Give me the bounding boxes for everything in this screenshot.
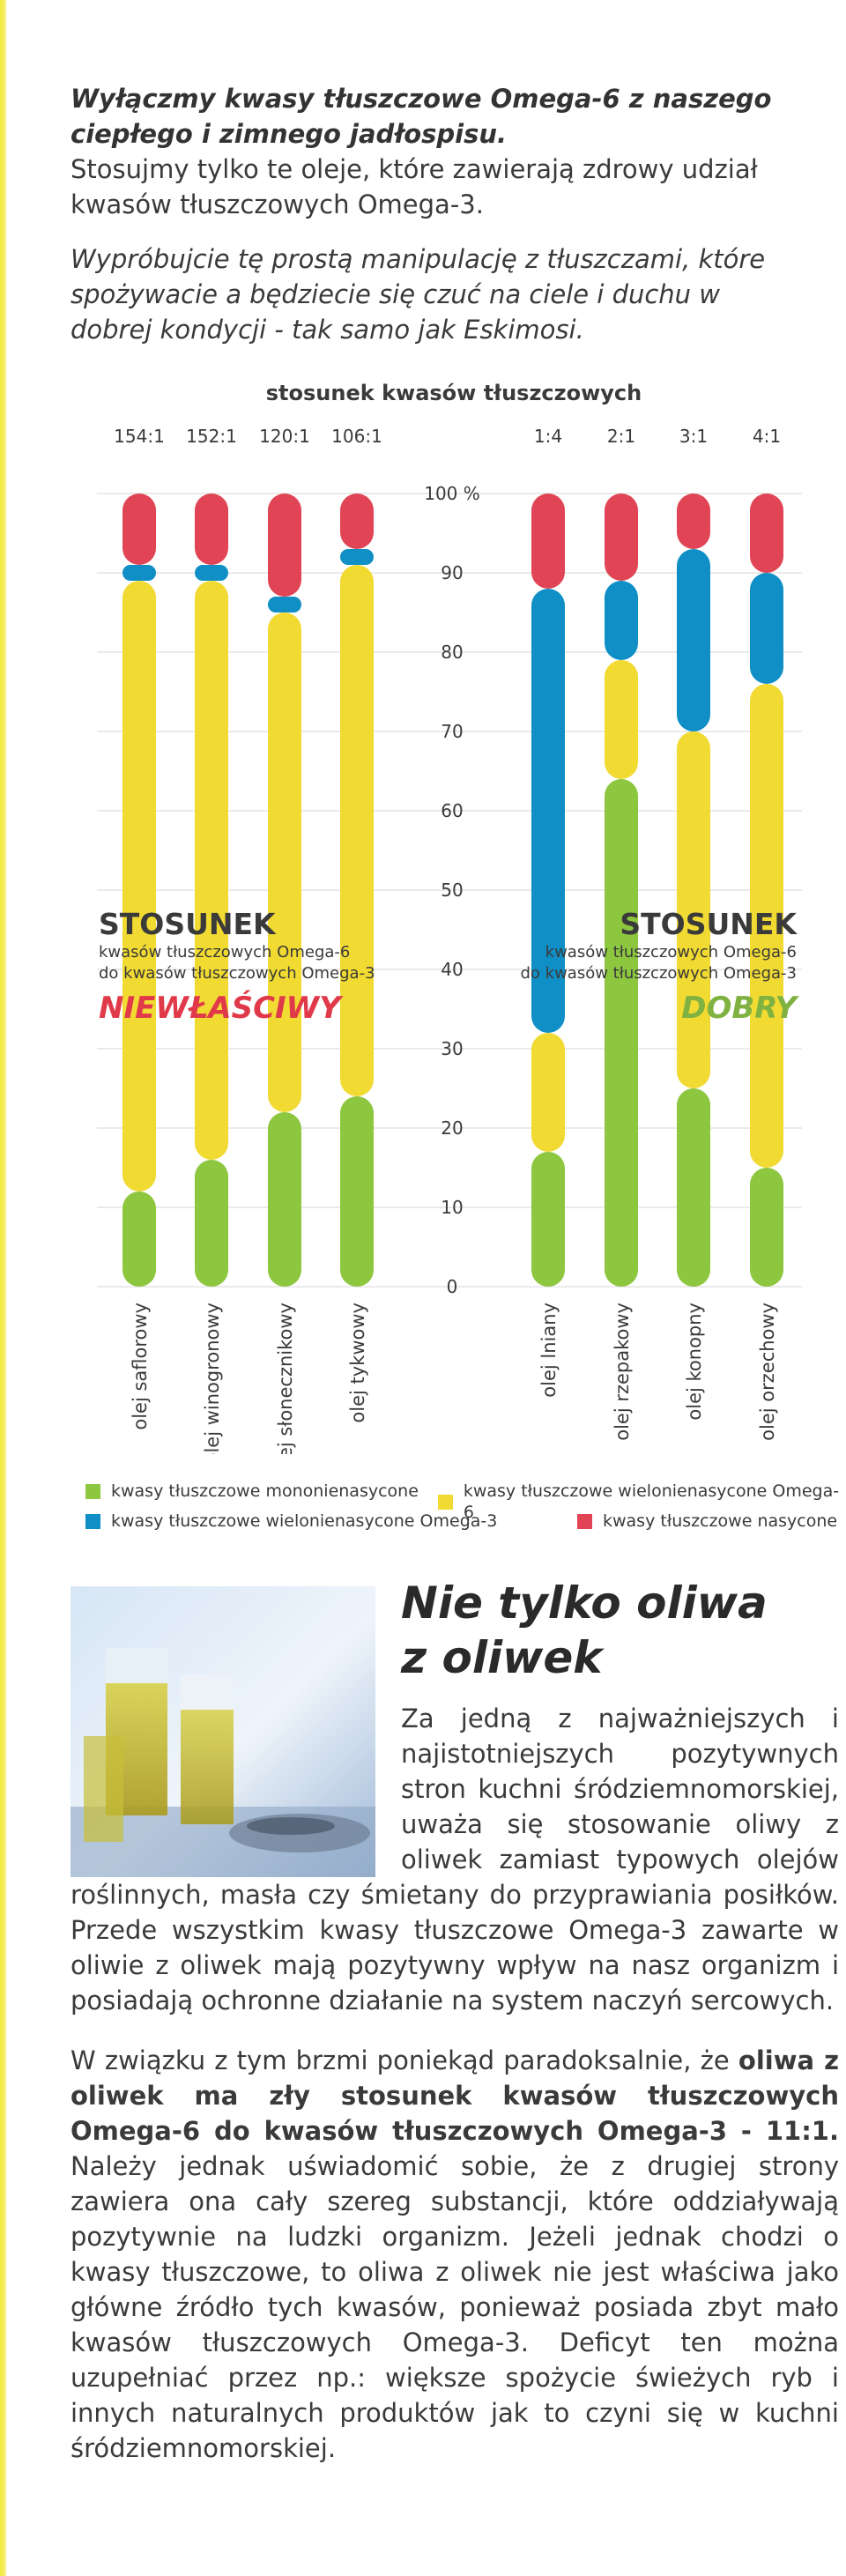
left-accent-bar <box>0 0 7 2576</box>
bar-segment <box>122 581 156 1191</box>
left-group-title: STOSUNEK <box>99 907 277 941</box>
legend-label: kwasy tłuszczowe wielonienasycone Omega-… <box>111 1511 498 1531</box>
p2-end: Należy jednak uświadomić sobie, że z dru… <box>70 2151 839 2463</box>
bar-segment <box>605 779 638 1287</box>
bar-segment <box>750 684 783 1168</box>
y-tick-label: 20 <box>441 1117 463 1139</box>
ratio-label: 2:1 <box>607 426 635 447</box>
bar-segment <box>677 731 710 1088</box>
category-label: olej słonecznikowy <box>275 1303 296 1454</box>
ratio-label: 4:1 <box>753 426 781 447</box>
bar-segment <box>122 1191 156 1287</box>
y-tick-label: 10 <box>441 1197 463 1218</box>
left-group-verdict: NIEWŁAŚCIWY <box>99 990 344 1026</box>
y-tick-label: 100 % <box>424 483 480 504</box>
bar-segment <box>122 494 156 565</box>
category-label: olej tykwowy <box>347 1303 368 1423</box>
bar-segment <box>531 1033 565 1152</box>
bar-segment <box>268 597 301 612</box>
legend-label: kwasy tłuszczowe wielonienasycone Omega-… <box>463 1481 840 1522</box>
legend-label: kwasy tłuszczowe mononienasycone <box>111 1481 419 1501</box>
intro-line-2: Stosujmy tylko te oleje, które zawierają… <box>70 154 758 219</box>
bar-segment <box>340 549 374 565</box>
right-group-verdict: DOBRY <box>681 991 799 1026</box>
bar-segment <box>531 1152 565 1287</box>
bar-segment <box>195 1160 228 1287</box>
legend-item-mononienasycone: kwasy tłuszczowe mononienasycone <box>85 1481 419 1502</box>
oil-bottles-photo <box>70 1586 375 1877</box>
bar-segment <box>605 494 638 581</box>
bar-segment <box>340 565 374 1096</box>
y-tick-label: 50 <box>441 880 463 901</box>
bar-segment <box>750 573 783 684</box>
category-label: olej lniany <box>538 1303 560 1398</box>
fatty-acid-ratio-chart: stosunek kwasów tłuszczowych 0 10 20 30 40 50… <box>97 381 802 1454</box>
bar-segment <box>750 494 783 573</box>
legend-item-nasycone: kwasy tłuszczowe nasycone <box>577 1511 837 1532</box>
bar-segment <box>268 612 301 1112</box>
right-group-line-1: kwasów tłuszczowych Omega-6 <box>545 943 797 961</box>
right-group-line-2: do kwasów tłuszczowych Omega-3 <box>520 964 797 983</box>
legend-swatch-blue <box>85 1513 100 1529</box>
right-group-title: STOSUNEK <box>620 907 798 941</box>
bar-segment <box>677 549 710 731</box>
category-label: olej saflorowy <box>130 1303 151 1430</box>
bar-segment <box>340 1096 374 1287</box>
ratio-label: 120:1 <box>259 426 310 447</box>
ratio-label: 1:4 <box>534 426 562 447</box>
y-tick-label: 80 <box>441 642 463 663</box>
legend-label: kwasy tłuszczowe nasycone <box>603 1511 838 1531</box>
left-group-line-2: do kwasów tłuszczowych Omega-3 <box>99 964 375 983</box>
left-group-line-1: kwasów tłuszczowych Omega-6 <box>99 943 350 961</box>
bar-segment <box>531 589 565 1033</box>
y-tick-label: 60 <box>441 800 463 821</box>
intro-text: Wyłączmy kwasy tłuszczowe Omega-6 z nasz… <box>70 81 802 347</box>
article-paragraph-1: Za jedną z najważniejszych i najistotnie… <box>70 1704 839 2016</box>
bar-segment <box>122 565 156 581</box>
bar-segment <box>531 494 565 589</box>
legend-swatch-green <box>85 1483 100 1499</box>
legend-item-omega6: kwasy tłuszczowe wielonienasycone Omega-… <box>438 1481 846 1523</box>
bar-segment <box>605 581 638 660</box>
bar-segment <box>605 660 638 779</box>
bar-segment <box>195 565 228 581</box>
y-tick-label: 0 <box>447 1276 458 1297</box>
article-paragraph-2: W związku z tym brzmi poniekąd paradoksa… <box>70 2043 839 2466</box>
category-label: olej konopny <box>684 1303 705 1421</box>
legend-swatch-yellow <box>438 1494 453 1510</box>
y-tick-label: 30 <box>441 1038 463 1059</box>
ratio-label: 3:1 <box>679 426 708 447</box>
article-heading: Nie tylko oliwa z oliwek <box>401 1576 824 1685</box>
category-label: olej winogronowy <box>202 1303 223 1454</box>
bar-segment <box>340 494 374 549</box>
category-label: olej rzepakowy <box>612 1303 633 1441</box>
chart-title: stosunek kwasów tłuszczowych <box>266 381 642 405</box>
y-tick-label: 90 <box>441 562 463 583</box>
article-heading-line-1: Nie tylko oliwa <box>401 1578 768 1629</box>
bar-segment <box>677 494 710 549</box>
bar-segment <box>677 1088 710 1287</box>
bar-segment <box>268 1112 301 1287</box>
legend-swatch-red <box>577 1513 592 1529</box>
ratio-label: 154:1 <box>114 426 165 447</box>
legend-item-omega3: kwasy tłuszczowe wielonienasycone Omega-… <box>85 1511 497 1532</box>
ratio-label: 152:1 <box>186 426 237 447</box>
bar-segment <box>268 494 301 597</box>
bar-segment <box>195 581 228 1160</box>
intro-bold-line: Wyłączmy kwasy tłuszczowe Omega-6 z nasz… <box>70 84 772 149</box>
intro-italic-paragraph: Wypróbujcie tę prostą manipulację z tłus… <box>70 244 766 345</box>
article-body: Za jedną z najważniejszych i najistotnie… <box>70 1701 839 2491</box>
bar-segment <box>750 1168 783 1287</box>
bar-segment <box>195 494 228 565</box>
article-heading-line-2: z oliwek <box>401 1632 603 1683</box>
y-tick-label: 70 <box>441 721 463 742</box>
p2-bold-ratio: oliwa z oliwek ma zły stosunek kwasów tł… <box>70 2045 839 2146</box>
category-label: olej orzechowy <box>757 1303 778 1441</box>
ratio-label: 106:1 <box>331 426 382 447</box>
p2-start: W związku z tym brzmi poniekąd paradoksa… <box>70 2045 738 2075</box>
y-tick-label: 40 <box>441 959 463 980</box>
